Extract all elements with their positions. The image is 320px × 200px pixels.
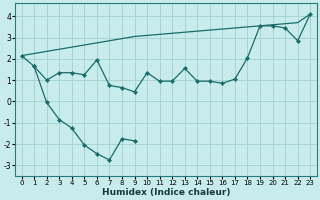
X-axis label: Humidex (Indice chaleur): Humidex (Indice chaleur) — [102, 188, 230, 197]
